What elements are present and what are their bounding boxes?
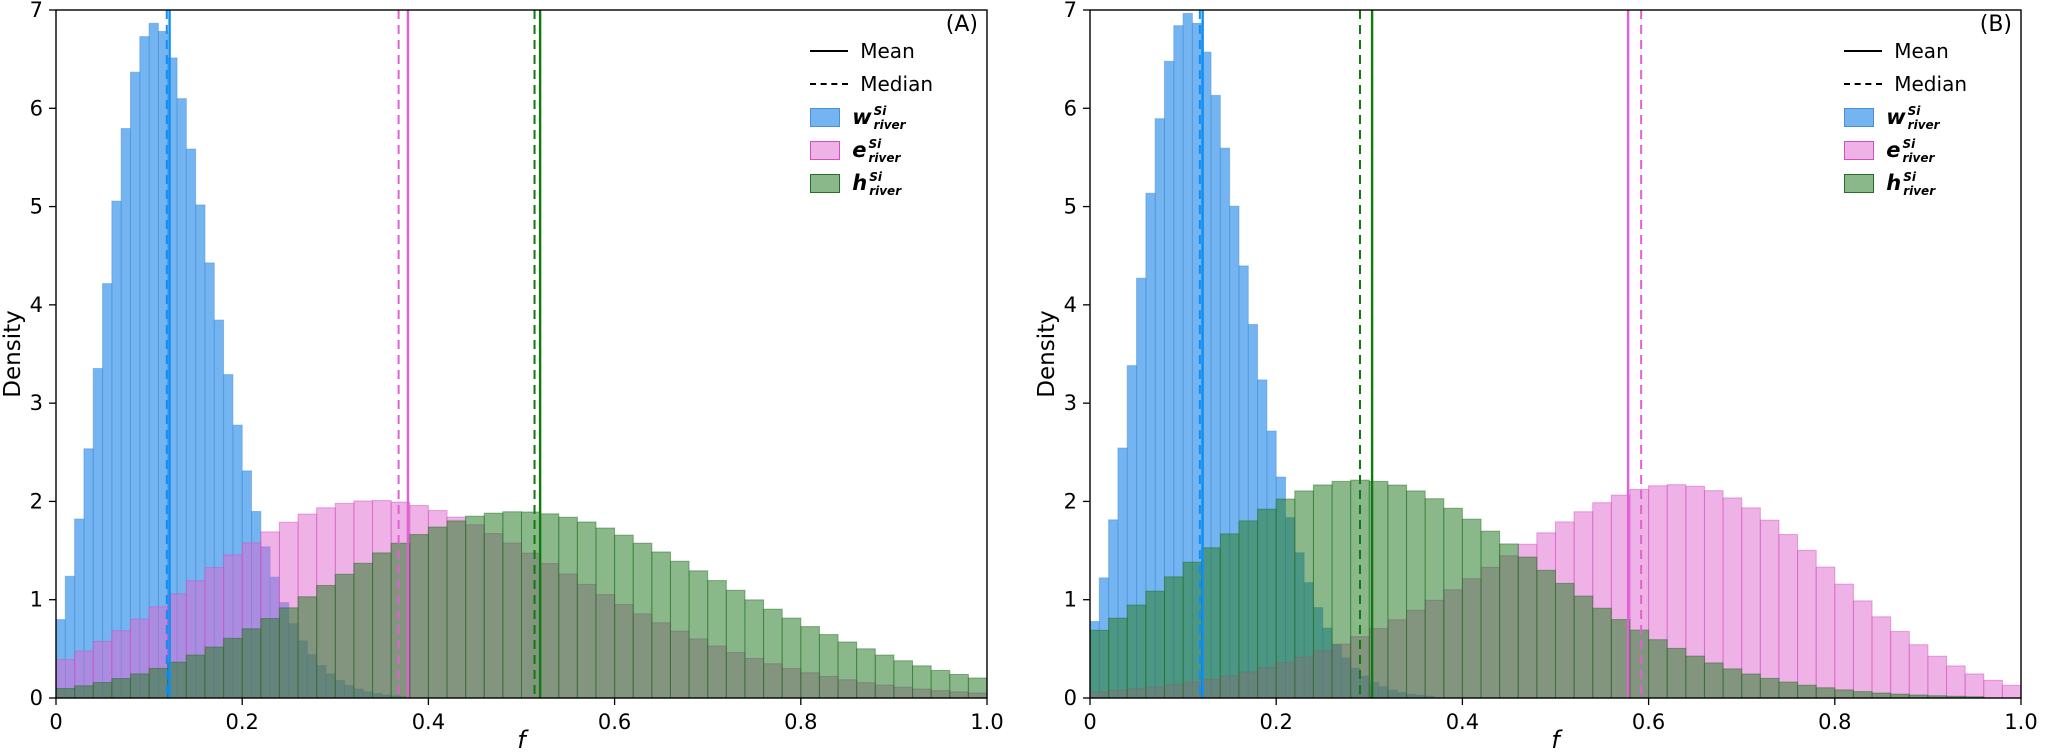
legend-mean-label: Mean: [860, 39, 915, 63]
w-letter: w: [852, 105, 872, 129]
w-river-swatch: [810, 107, 841, 127]
svg-text:Density: Density: [0, 310, 26, 397]
svg-text:0.6: 0.6: [1632, 710, 1665, 734]
svg-text:f: f: [1551, 726, 1563, 754]
h-river-label: h Si river: [852, 169, 901, 197]
svg-text:Density: Density: [1034, 310, 1060, 397]
panel-a: 0 0.2 0.4 0.6 0.8 1.0 0 1 2 3 4 5 6 7 f Density (A) Mea…: [0, 0, 1033, 756]
svg-text:0.6: 0.6: [598, 710, 631, 734]
h-sub: river: [869, 184, 902, 198]
median-line-sample: [810, 83, 849, 85]
svg-text:1: 1: [1064, 588, 1077, 612]
legend-item-mean: Mean: [810, 38, 933, 64]
h-letter: h: [1886, 171, 1902, 195]
svg-text:0: 0: [1064, 686, 1077, 710]
w-river-label: w Si river: [852, 103, 905, 131]
svg-text:0.4: 0.4: [1446, 710, 1479, 734]
svg-text:6: 6: [30, 96, 43, 120]
h-letter: h: [852, 171, 868, 195]
w-river-swatch: [1844, 107, 1875, 127]
e-supsub: Si river: [1902, 137, 1935, 166]
panel-b: 0 0.2 0.4 0.6 0.8 1.0 0 1 2 3 4 5 6 7 f Density (B) Mea…: [1034, 0, 2067, 756]
legend-item-w-river: w Si river: [1844, 103, 1967, 132]
w-supsub: Si river: [1907, 104, 1940, 133]
e-river-label: e Si river: [852, 136, 900, 164]
legend-item-median: Median: [1844, 71, 1967, 97]
svg-text:5: 5: [30, 195, 43, 219]
svg-text:1: 1: [30, 588, 43, 612]
h-river-swatch: [1844, 173, 1875, 193]
panel-a-legend: Mean Median w Si river e Si river h Si river: [810, 38, 933, 198]
svg-text:0.8: 0.8: [784, 710, 817, 734]
svg-text:4: 4: [1064, 293, 1077, 317]
w-sup: Si: [1907, 104, 1921, 119]
e-sup: Si: [868, 137, 882, 152]
w-sup: Si: [873, 104, 887, 119]
w-river-label: w Si river: [1886, 103, 1939, 131]
mean-line-sample: [810, 50, 849, 52]
svg-text:0.2: 0.2: [225, 710, 258, 734]
h-sup: Si: [1903, 170, 1916, 185]
legend-item-h-river: h Si river: [1844, 169, 1967, 198]
h-sub: river: [1903, 184, 1936, 198]
e-supsub: Si river: [868, 137, 901, 166]
legend-item-e-river: e Si river: [810, 136, 933, 165]
panel-b-legend: Mean Median w Si river e Si river h Si river: [1844, 38, 1967, 198]
w-sub: river: [873, 118, 906, 132]
svg-text:0: 0: [1083, 710, 1096, 734]
svg-text:1.0: 1.0: [2004, 710, 2037, 734]
median-line-sample: [1844, 83, 1883, 85]
w-supsub: Si river: [873, 104, 906, 133]
svg-text:f: f: [517, 726, 529, 754]
svg-text:3: 3: [1064, 391, 1077, 415]
svg-text:0.4: 0.4: [412, 710, 445, 734]
svg-text:0.8: 0.8: [1818, 710, 1851, 734]
e-river-label: e Si river: [1886, 136, 1934, 164]
legend-item-mean: Mean: [1844, 38, 1967, 64]
svg-text:7: 7: [1064, 0, 1077, 22]
panel-b-label: (B): [1979, 12, 2012, 37]
e-sup: Si: [1902, 137, 1916, 152]
legend-item-h-river: h Si river: [810, 169, 933, 198]
svg-text:5: 5: [1064, 195, 1077, 219]
h-supsub: Si river: [869, 170, 902, 199]
e-letter: e: [1886, 138, 1901, 162]
svg-text:0: 0: [49, 710, 62, 734]
svg-text:0: 0: [30, 686, 43, 710]
svg-text:3: 3: [30, 391, 43, 415]
panel-a-plot: 0 0.2 0.4 0.6 0.8 1.0 0 1 2 3 4 5 6 7 f Density: [0, 0, 1004, 754]
e-sub: river: [868, 151, 901, 165]
w-sub: river: [1907, 118, 1940, 132]
e-sub: river: [1902, 151, 1935, 165]
legend-item-median: Median: [810, 71, 933, 97]
svg-text:1.0: 1.0: [970, 710, 1003, 734]
mean-line-sample: [1844, 50, 1883, 52]
svg-text:4: 4: [30, 293, 43, 317]
svg-text:0.2: 0.2: [1259, 710, 1292, 734]
e-river-swatch: [810, 140, 841, 160]
svg-text:2: 2: [1064, 489, 1077, 513]
legend-item-w-river: w Si river: [810, 103, 933, 132]
h-supsub: Si river: [1903, 170, 1936, 199]
w-letter: w: [1886, 105, 1906, 129]
svg-text:7: 7: [30, 0, 43, 22]
legend-mean-label: Mean: [1894, 39, 1949, 63]
legend-item-e-river: e Si river: [1844, 136, 1967, 165]
e-letter: e: [852, 138, 867, 162]
legend-median-label: Median: [1894, 72, 1967, 96]
h-sup: Si: [869, 170, 882, 185]
legend-median-label: Median: [860, 72, 933, 96]
panel-a-label: (A): [945, 12, 978, 37]
e-river-swatch: [1844, 140, 1875, 160]
h-river-swatch: [810, 173, 841, 193]
panel-b-plot: 0 0.2 0.4 0.6 0.8 1.0 0 1 2 3 4 5 6 7 f Density: [1034, 0, 2038, 754]
svg-text:2: 2: [30, 489, 43, 513]
h-river-label: h Si river: [1886, 169, 1935, 197]
svg-text:6: 6: [1064, 96, 1077, 120]
